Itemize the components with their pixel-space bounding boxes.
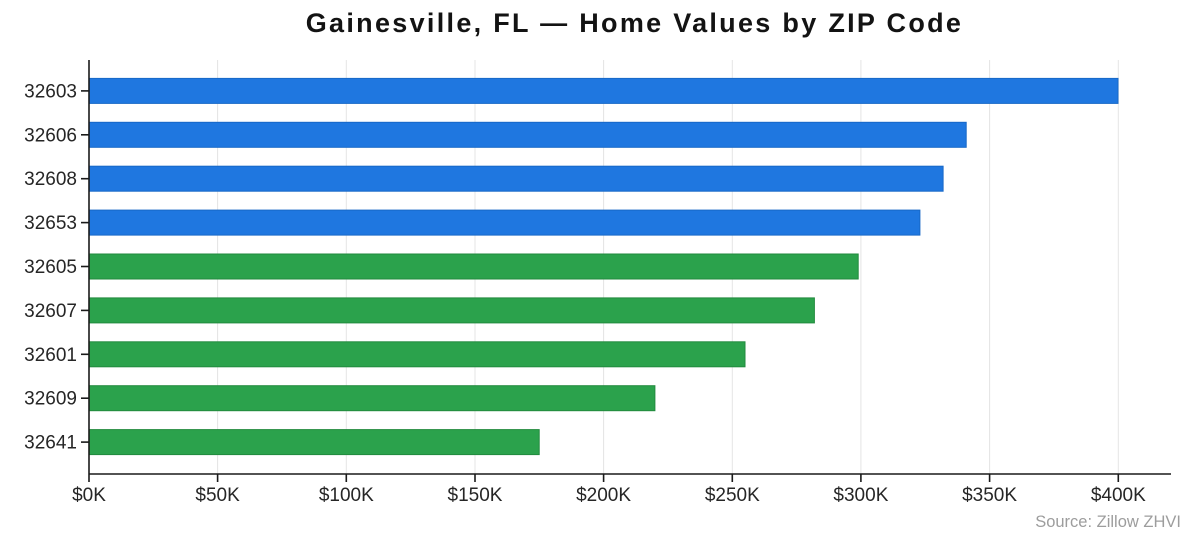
svg-text:$150K: $150K xyxy=(448,485,503,506)
svg-text:32603: 32603 xyxy=(24,81,77,102)
svg-text:$50K: $50K xyxy=(195,485,240,506)
svg-text:$100K: $100K xyxy=(319,485,374,506)
svg-text:$350K: $350K xyxy=(962,485,1017,506)
svg-text:$300K: $300K xyxy=(833,485,888,506)
svg-text:32608: 32608 xyxy=(24,169,77,190)
svg-text:$200K: $200K xyxy=(576,485,631,506)
svg-text:$0K: $0K xyxy=(72,485,106,506)
svg-text:32607: 32607 xyxy=(24,301,77,322)
svg-text:32653: 32653 xyxy=(24,213,77,234)
svg-text:32609: 32609 xyxy=(24,389,77,410)
svg-text:32606: 32606 xyxy=(24,125,77,146)
svg-text:32605: 32605 xyxy=(24,257,77,278)
svg-text:$400K: $400K xyxy=(1091,485,1146,506)
svg-text:32601: 32601 xyxy=(24,345,77,366)
svg-text:32641: 32641 xyxy=(24,433,77,454)
svg-text:$250K: $250K xyxy=(705,485,760,506)
